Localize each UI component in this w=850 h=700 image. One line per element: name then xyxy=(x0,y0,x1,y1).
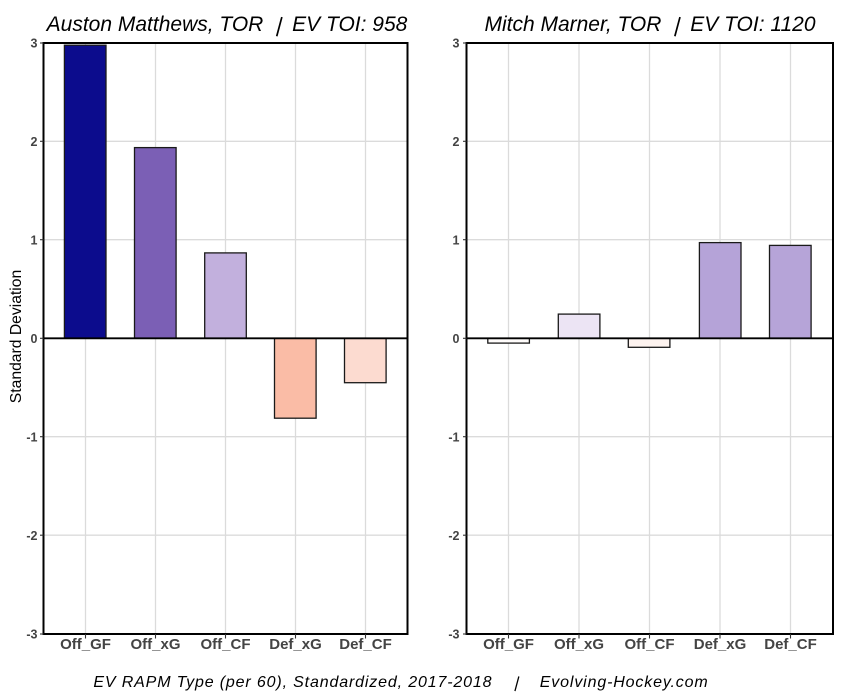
svg-text:Def_xG: Def_xG xyxy=(694,636,747,653)
svg-text:3: 3 xyxy=(31,37,38,51)
svg-text:Mitch Marner, TOR | EV TOI:: Mitch Marner, TOR | EV TOI: 1120 xyxy=(484,13,815,37)
svg-text:Off_CF: Off_CF xyxy=(201,636,251,653)
svg-text:Auston Matthews, TOR | EV TO: Auston Matthews, TOR | EV TOI: 958 xyxy=(45,13,408,37)
svg-text:1: 1 xyxy=(31,233,38,247)
svg-text:Standard Deviation: Standard Deviation xyxy=(8,270,25,403)
svg-text:3: 3 xyxy=(453,37,460,51)
svg-text:Off_xG: Off_xG xyxy=(130,636,180,653)
svg-text:-1: -1 xyxy=(26,430,37,444)
svg-text:Def_xG: Def_xG xyxy=(269,636,322,653)
svg-text:Off_CF: Off_CF xyxy=(625,636,675,653)
svg-text:EV RAPM Type (per 60), Standar: EV RAPM Type (per 60), Standardized, 201… xyxy=(93,674,708,692)
svg-text:Def_CF: Def_CF xyxy=(339,636,392,653)
svg-text:Def_CF: Def_CF xyxy=(764,636,817,653)
svg-text:Off_GF: Off_GF xyxy=(483,636,534,653)
svg-text:-2: -2 xyxy=(26,529,37,543)
svg-text:-1: -1 xyxy=(448,430,459,444)
svg-text:Off_xG: Off_xG xyxy=(554,636,604,653)
svg-text:0: 0 xyxy=(31,332,38,346)
svg-text:1: 1 xyxy=(453,233,460,247)
svg-text:0: 0 xyxy=(453,332,460,346)
svg-text:2: 2 xyxy=(31,135,38,149)
svg-text:-3: -3 xyxy=(26,628,37,642)
svg-text:Off_GF: Off_GF xyxy=(60,636,111,653)
svg-text:-3: -3 xyxy=(448,628,459,642)
svg-text:2: 2 xyxy=(453,135,460,149)
svg-text:-2: -2 xyxy=(448,529,459,543)
